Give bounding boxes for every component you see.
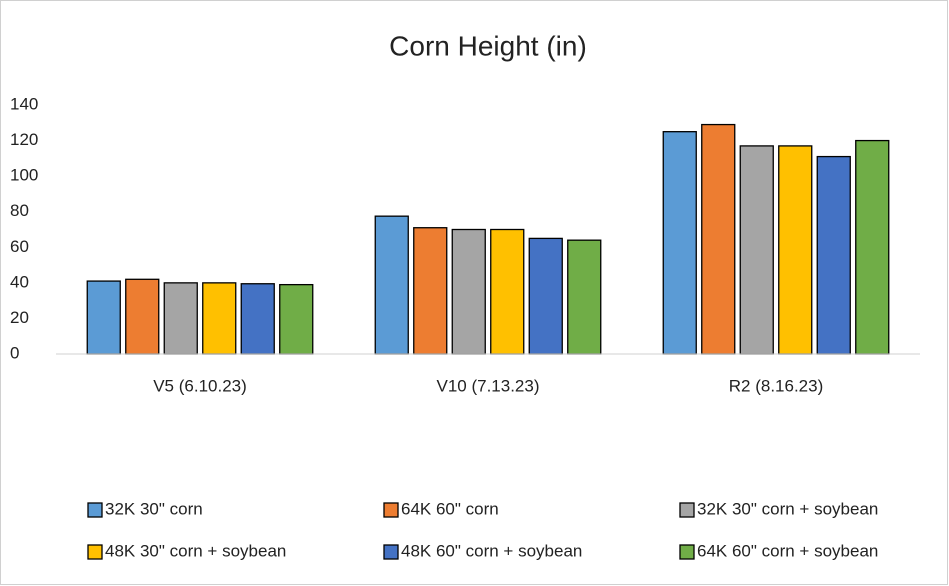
bar [374,215,409,355]
legend-swatch [87,544,103,560]
y-tick-label: 140 [10,94,38,113]
bar [701,123,736,355]
x-tick-label: R2 (8.16.23) [729,376,824,395]
legend-swatch [679,502,695,518]
bar [662,131,697,355]
y-tick-label: 80 [10,201,29,220]
bar [86,280,121,355]
bar [855,139,890,355]
y-tick-label: 0 [10,343,19,362]
bar [163,282,198,355]
bar [279,283,314,355]
legend-swatch [87,502,103,518]
legend-label: 32K 30" corn + soybean [697,499,878,518]
bar [739,145,774,355]
bar [125,278,160,355]
bar [778,145,813,355]
legend-label: 64K 60" corn [401,499,499,518]
legend-label: 48K 30" corn + soybean [105,541,286,560]
bar [202,282,237,355]
bar [240,283,275,355]
chart-title: Corn Height (in) [389,30,587,61]
legend-swatch [383,544,399,560]
bar [490,228,525,355]
x-tick-label: V10 (7.13.23) [436,376,539,395]
y-tick-label: 40 [10,272,29,291]
legend-swatch [383,502,399,518]
y-tick-label: 120 [10,130,38,149]
bar [413,227,448,355]
legend-swatch [679,544,695,560]
bar [816,155,851,355]
bar [567,239,602,355]
y-tick-label: 20 [10,308,29,327]
bar [528,237,563,355]
bar [451,228,486,355]
x-tick-label: V5 (6.10.23) [153,376,247,395]
legend-label: 48K 60" corn + soybean [401,541,582,560]
y-tick-label: 100 [10,166,38,185]
y-tick-label: 60 [10,237,29,256]
legend-label: 64K 60" corn + soybean [697,541,878,560]
legend-label: 32K 30" corn [105,499,203,518]
